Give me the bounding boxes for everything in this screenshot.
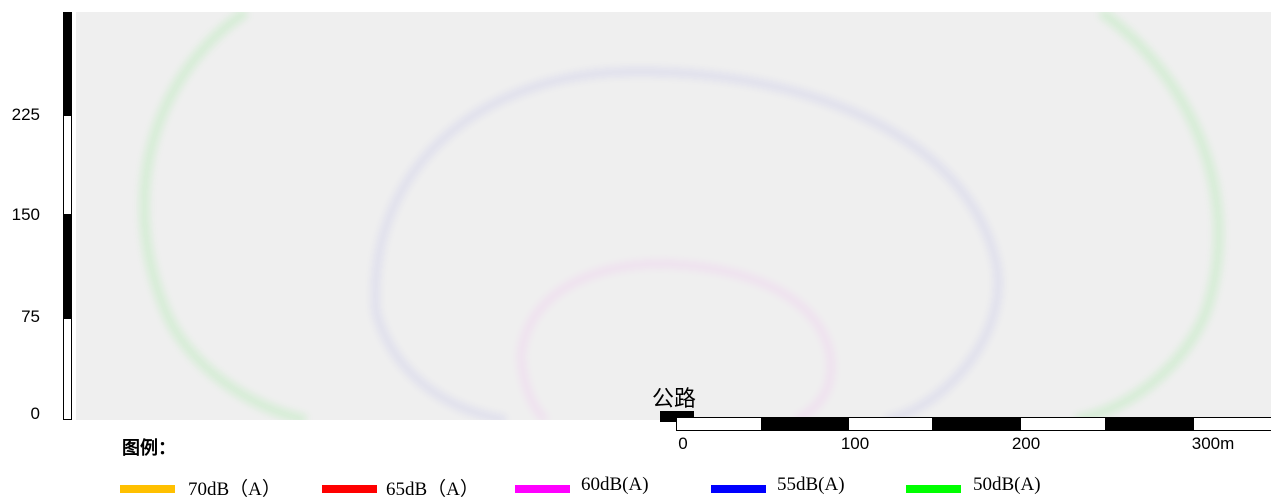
y-tick-label: 75 <box>21 307 40 326</box>
legend-label-50db: 50dB(A) <box>973 474 1041 495</box>
legend-label-65db: 65dB（A） <box>386 479 479 500</box>
x-scale-segment-white <box>848 417 933 431</box>
legend-label-60db: 60dB(A) <box>581 474 649 495</box>
y-tick-label: 225 <box>11 105 40 124</box>
x-tick-label: 0 <box>678 434 688 453</box>
contour-50db-left <box>139 12 308 420</box>
x-scale-segment-white <box>1020 417 1106 431</box>
y-scale-segment-white <box>63 115 72 215</box>
y-tick-label: 0 <box>30 404 40 423</box>
legend-swatch-50db <box>906 485 961 493</box>
y-scale-segment-black <box>63 215 72 318</box>
contour-55db <box>370 67 1003 420</box>
legend-swatch-70db <box>120 485 175 493</box>
noise-contour-layer <box>139 12 1224 420</box>
x-scale-segment-black <box>1106 417 1193 431</box>
x-scale-segment-black <box>762 417 848 431</box>
x-scale-segment-white <box>676 417 762 431</box>
legend-swatch-65db <box>322 485 377 493</box>
noise-map <box>76 12 1271 420</box>
legend-swatch-60db <box>515 485 570 493</box>
road-label: 公路 <box>652 387 697 412</box>
legend-label-55db: 55dB(A) <box>777 474 845 495</box>
x-tick-label: 300m <box>1191 434 1235 453</box>
contour-60db <box>517 259 836 420</box>
legend-title: 图例： <box>122 438 176 459</box>
y-tick-label: 150 <box>11 205 40 224</box>
x-tick-label: 100 <box>840 434 870 453</box>
contour-50db-right <box>1074 12 1224 420</box>
y-scale-segment-white <box>63 318 72 420</box>
x-tick-label: 200 <box>1011 434 1041 453</box>
y-scale-segment-black <box>63 12 72 115</box>
road-marker <box>660 411 694 422</box>
legend-swatch-55db <box>711 485 766 493</box>
x-scale-segment-white <box>1193 417 1271 431</box>
legend-label-70db: 70dB（A） <box>188 479 281 500</box>
x-scale-segment-black <box>933 417 1020 431</box>
